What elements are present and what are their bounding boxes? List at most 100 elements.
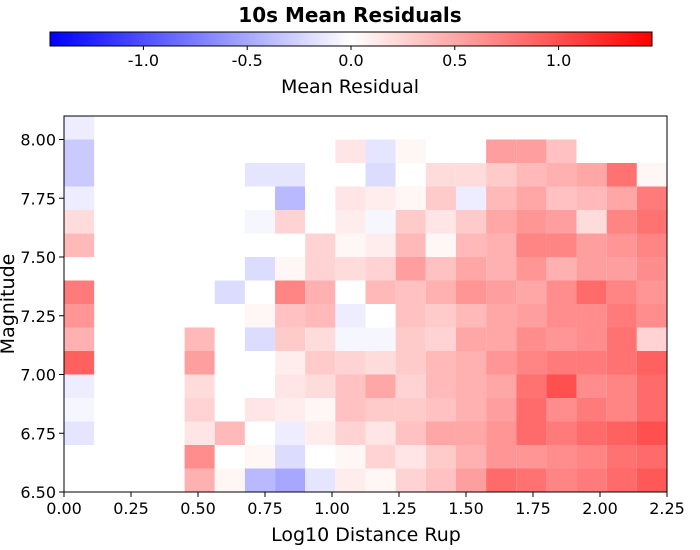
heatmap-cell	[576, 163, 607, 187]
heatmap-cell	[395, 327, 426, 351]
heatmap-cell	[606, 398, 637, 422]
heatmap-cell	[365, 421, 396, 445]
heatmap-cell	[244, 421, 276, 445]
heatmap-cell	[486, 351, 517, 375]
heatmap-cell	[214, 351, 245, 375]
chart-title: 10s Mean Residuals	[238, 3, 461, 27]
y-axis-ticks: 6.50 6.75 7.00 7.25 7.50 7.75 8.00	[20, 131, 64, 502]
heatmap-cell	[425, 139, 456, 163]
heatmap-cell	[455, 374, 487, 398]
heatmap-cell	[636, 210, 667, 234]
heatmap-cell	[275, 398, 306, 422]
heatmap-cell	[64, 304, 95, 328]
heatmap-cell	[275, 233, 306, 257]
heatmap-cell	[636, 163, 667, 187]
heatmap-cell	[395, 351, 426, 375]
heatmap-cell	[636, 139, 667, 163]
y-tick-label: 7.50	[20, 248, 56, 267]
heatmap-cell	[455, 139, 487, 163]
colorbar-tick-label: 1.0	[546, 51, 571, 70]
heatmap-cell	[275, 374, 306, 398]
y-tick-label: 7.75	[20, 189, 56, 208]
heatmap-cell	[516, 304, 547, 328]
heatmap-cell	[516, 163, 547, 187]
heatmap-cell	[275, 186, 306, 210]
heatmap-cell	[486, 327, 517, 351]
heatmap-cell	[546, 327, 577, 351]
heatmap-cell	[636, 327, 667, 351]
heatmap-cell	[546, 445, 577, 469]
heatmap-cell	[486, 421, 517, 445]
heatmap-cell	[275, 163, 306, 187]
heatmap-cell	[305, 327, 336, 351]
heatmap-cell	[606, 233, 637, 257]
heatmap-cell	[335, 351, 366, 375]
heatmap-cell	[606, 210, 637, 234]
heatmap-cell	[365, 257, 396, 281]
x-tick-label: 0.25	[113, 499, 149, 518]
heatmap-cell	[636, 398, 667, 422]
heatmap-cell	[576, 398, 607, 422]
heatmap-cell	[305, 351, 336, 375]
heatmap-cell	[576, 374, 607, 398]
x-tick-label: 2.25	[649, 499, 685, 518]
heatmap-cell	[516, 210, 547, 234]
heatmap-cell	[636, 374, 667, 398]
heatmap-cell	[365, 398, 396, 422]
heatmap-cell	[486, 163, 517, 187]
heatmap-cell	[395, 421, 426, 445]
heatmap-cell	[516, 233, 547, 257]
heatmap-cell	[275, 280, 306, 304]
heatmap-cell	[244, 445, 276, 469]
heatmap-cell	[425, 280, 456, 304]
heatmap-cell	[425, 186, 456, 210]
heatmap-cell	[365, 351, 396, 375]
y-tick-label: 7.00	[20, 366, 56, 385]
heatmap-cell	[516, 421, 547, 445]
heatmap-cell	[365, 210, 396, 234]
x-tick-label: 1.75	[515, 499, 551, 518]
heatmap-cell	[576, 139, 607, 163]
heatmap-cell	[546, 257, 577, 281]
heatmap-cell	[425, 163, 456, 187]
heatmap-cell	[486, 233, 517, 257]
colorbar-tick-label: -0.5	[232, 51, 263, 70]
heatmap-cell	[455, 398, 487, 422]
heatmap-cell	[244, 233, 276, 257]
heatmap-cell	[335, 280, 366, 304]
heatmap-cell	[64, 186, 95, 210]
heatmap-cell	[184, 327, 215, 351]
heatmap-cell	[365, 468, 396, 492]
heatmap-cell	[275, 210, 306, 234]
heatmap-cell	[395, 163, 426, 187]
heatmap-cell	[425, 445, 456, 469]
heatmap-cells	[64, 116, 667, 492]
heatmap-cell	[486, 210, 517, 234]
heatmap-cell	[214, 327, 245, 351]
heatmap-cell	[425, 304, 456, 328]
heatmap-cell	[335, 163, 366, 187]
heatmap-cell	[516, 186, 547, 210]
heatmap-cell	[64, 374, 95, 398]
heatmap-cell	[214, 421, 245, 445]
heatmap-cell	[64, 398, 95, 422]
heatmap-cell	[546, 421, 577, 445]
heatmap-cell	[606, 374, 637, 398]
heatmap-cell	[486, 186, 517, 210]
heatmap-cell	[305, 210, 336, 234]
heatmap-cell	[606, 327, 637, 351]
plot-frame	[63, 115, 668, 493]
heatmap-cell	[64, 233, 95, 257]
heatmap-cell	[455, 186, 487, 210]
heatmap-cell	[275, 445, 306, 469]
heatmap-cell	[184, 351, 215, 375]
heatmap-cell	[305, 374, 336, 398]
heatmap-cell	[486, 445, 517, 469]
heatmap-cell	[516, 445, 547, 469]
heatmap-cell	[546, 233, 577, 257]
heatmap-cell	[365, 280, 396, 304]
heatmap-cell	[305, 233, 336, 257]
heatmap-cell	[546, 374, 577, 398]
heatmap-cell	[486, 374, 517, 398]
heatmap-cell	[486, 257, 517, 281]
